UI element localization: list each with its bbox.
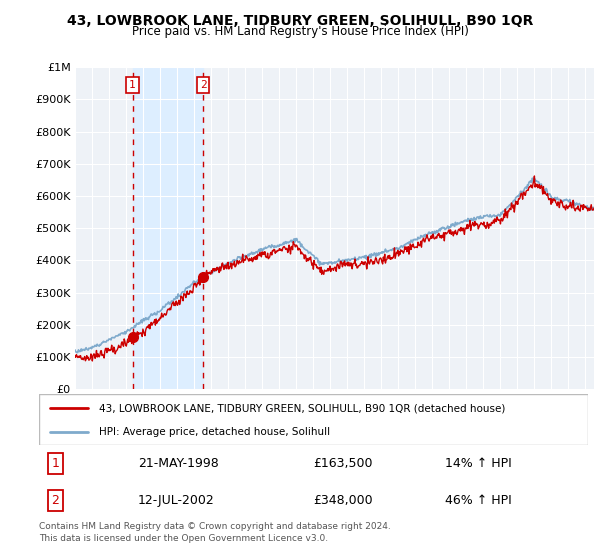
Text: 12-JUL-2002: 12-JUL-2002 — [138, 494, 215, 507]
Text: 1: 1 — [52, 457, 59, 470]
Bar — [133, 67, 203, 389]
Text: 43, LOWBROOK LANE, TIDBURY GREEN, SOLIHULL, B90 1QR: 43, LOWBROOK LANE, TIDBURY GREEN, SOLIHU… — [67, 14, 533, 28]
Text: 14% ↑ HPI: 14% ↑ HPI — [445, 457, 512, 470]
Text: Contains HM Land Registry data © Crown copyright and database right 2024.
This d: Contains HM Land Registry data © Crown c… — [39, 522, 391, 543]
Text: £348,000: £348,000 — [314, 494, 373, 507]
Text: 21-MAY-1998: 21-MAY-1998 — [138, 457, 218, 470]
Text: 2: 2 — [52, 494, 59, 507]
Text: £163,500: £163,500 — [314, 457, 373, 470]
Text: 1: 1 — [129, 80, 136, 90]
Text: 2: 2 — [200, 80, 206, 90]
Text: 43, LOWBROOK LANE, TIDBURY GREEN, SOLIHULL, B90 1QR (detached house): 43, LOWBROOK LANE, TIDBURY GREEN, SOLIHU… — [100, 403, 506, 413]
Text: HPI: Average price, detached house, Solihull: HPI: Average price, detached house, Soli… — [100, 427, 331, 437]
Text: 46% ↑ HPI: 46% ↑ HPI — [445, 494, 512, 507]
Text: Price paid vs. HM Land Registry's House Price Index (HPI): Price paid vs. HM Land Registry's House … — [131, 25, 469, 38]
